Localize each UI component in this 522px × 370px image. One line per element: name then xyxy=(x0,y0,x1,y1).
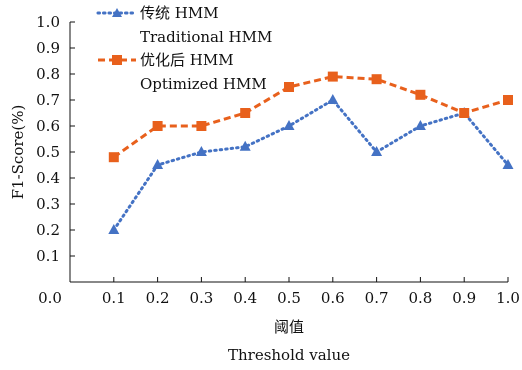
data-point-optimized xyxy=(284,82,294,92)
legend-label-traditional-en: Traditional HMM xyxy=(140,28,272,46)
data-point-traditional xyxy=(414,120,426,130)
y-tick-label: 0.9 xyxy=(36,39,60,57)
data-point-traditional xyxy=(327,94,339,104)
y-tick-label: 0.7 xyxy=(36,91,60,109)
x-tick-label: 0.8 xyxy=(408,289,432,307)
x-axis-label-en: Threshold value xyxy=(228,346,350,364)
data-point-optimized xyxy=(108,152,119,163)
data-point-traditional xyxy=(283,120,295,130)
x-tick-label: 0.3 xyxy=(189,289,213,307)
data-point-optimized xyxy=(415,89,426,100)
x-axis-label-cn: 阈值 xyxy=(274,318,304,336)
data-point-traditional xyxy=(195,146,207,156)
x-tick-label: 0.2 xyxy=(146,289,170,307)
legend-item-optimized: 优化后 HMM Optimized HMM xyxy=(98,51,267,93)
x-tick-label: 0.1 xyxy=(102,289,126,307)
y-tick-label: 0.1 xyxy=(36,247,60,265)
x-tick-label: 0.9 xyxy=(452,289,476,307)
x-tick-label: 1.0 xyxy=(496,289,520,307)
y-tick-label: 0.4 xyxy=(36,169,60,187)
y-tick-label: 0.6 xyxy=(36,117,60,135)
data-point-optimized xyxy=(371,74,382,85)
data-point-optimized xyxy=(459,108,470,118)
series-layer xyxy=(108,71,514,234)
data-point-traditional xyxy=(502,159,514,169)
data-point-traditional xyxy=(239,140,251,151)
data-point-optimized xyxy=(503,95,513,105)
y-axis-label: F1-Score(%) xyxy=(9,105,27,200)
x-tick-label: 0.5 xyxy=(277,289,301,307)
data-point-traditional xyxy=(152,159,164,169)
data-point-traditional xyxy=(108,224,120,234)
data-point-optimized xyxy=(240,108,251,118)
legend-label-optimized-en: Optimized HMM xyxy=(140,75,267,93)
data-point-optimized xyxy=(196,121,207,131)
legend-label-optimized-cn: 优化后 HMM xyxy=(140,51,234,69)
series-line-optimized xyxy=(112,75,509,159)
legend-swatch-traditional-marker xyxy=(112,8,122,17)
x-ticks: 0.1 0.2 0.3 0.4 0.5 0.6 0.7 0.8 0.9 1.0 xyxy=(102,277,520,307)
series-line-traditional xyxy=(112,98,510,232)
origin-label: 0.0 xyxy=(38,289,62,307)
x-tick-label: 0.6 xyxy=(321,289,345,307)
y-tick-label: 1.0 xyxy=(36,13,60,31)
y-tick-label: 0.2 xyxy=(36,221,60,239)
data-point-optimized xyxy=(327,71,338,82)
y-tick-label: 0.8 xyxy=(36,65,60,83)
legend-swatch-optimized-marker xyxy=(112,55,122,65)
y-ticks: 0.1 0.2 0.3 0.4 0.5 0.6 0.7 0.8 0.9 1.0 xyxy=(36,13,75,265)
x-tick-label: 0.7 xyxy=(365,289,389,307)
data-point-optimized xyxy=(152,121,163,131)
y-tick-label: 0.3 xyxy=(36,195,60,213)
legend-item-traditional: 传统 HMM Traditional HMM xyxy=(96,4,272,46)
legend-label-traditional-cn: 传统 HMM xyxy=(140,4,219,22)
legend: 传统 HMM Traditional HMM 优化后 HMM Optimized… xyxy=(96,4,272,93)
y-tick-label: 0.5 xyxy=(36,143,60,161)
x-tick-label: 0.4 xyxy=(233,289,257,307)
data-point-traditional xyxy=(371,146,383,156)
